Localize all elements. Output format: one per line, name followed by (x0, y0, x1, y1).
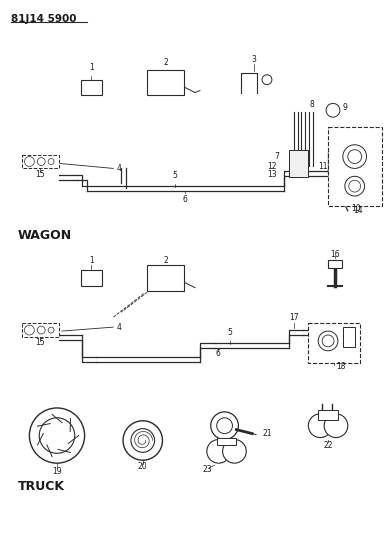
Text: 4: 4 (117, 322, 122, 332)
Circle shape (345, 176, 365, 196)
Text: 3: 3 (252, 55, 257, 64)
Text: 21: 21 (262, 429, 271, 438)
Bar (147, 265, 184, 290)
Text: 1: 1 (89, 256, 94, 264)
Text: 23: 23 (202, 465, 212, 474)
Circle shape (37, 326, 45, 334)
Text: WAGON: WAGON (18, 229, 72, 241)
Bar (147, 70, 184, 95)
Text: 11: 11 (318, 162, 328, 171)
Text: 5: 5 (173, 171, 178, 180)
Bar (328, 127, 382, 206)
Bar (343, 327, 355, 347)
Circle shape (48, 158, 54, 165)
Circle shape (308, 414, 332, 438)
Circle shape (131, 429, 154, 453)
Circle shape (318, 331, 338, 351)
Circle shape (48, 327, 54, 333)
Text: 13: 13 (267, 170, 277, 179)
Text: 9: 9 (343, 103, 348, 112)
Bar (21, 155, 59, 168)
Bar (217, 438, 236, 446)
Circle shape (322, 335, 334, 347)
Circle shape (37, 158, 45, 165)
Circle shape (217, 418, 232, 433)
Text: 5: 5 (227, 328, 232, 337)
Text: 20: 20 (138, 462, 147, 471)
Circle shape (211, 412, 238, 440)
Text: 8: 8 (310, 100, 315, 109)
Circle shape (343, 145, 367, 168)
Bar (318, 410, 338, 420)
Text: 6: 6 (183, 195, 188, 204)
Text: 6: 6 (215, 349, 220, 358)
Text: 15: 15 (35, 338, 45, 348)
Text: 15: 15 (35, 170, 45, 179)
Text: 18: 18 (336, 362, 346, 371)
Text: 10: 10 (351, 204, 360, 213)
Circle shape (39, 418, 75, 453)
Text: 2: 2 (163, 59, 168, 68)
Circle shape (348, 150, 362, 164)
Circle shape (207, 440, 230, 463)
Bar (308, 323, 360, 362)
Text: 2: 2 (163, 256, 168, 264)
Text: 17: 17 (289, 313, 298, 322)
Circle shape (324, 414, 348, 438)
Text: 1: 1 (89, 63, 94, 72)
Text: 12: 12 (267, 162, 277, 171)
Text: 19: 19 (52, 466, 62, 475)
Circle shape (123, 421, 163, 460)
Circle shape (223, 440, 246, 463)
Circle shape (25, 157, 34, 166)
Bar (81, 80, 102, 95)
Circle shape (29, 408, 85, 463)
Circle shape (349, 180, 361, 192)
Text: 4: 4 (117, 164, 122, 173)
Circle shape (326, 103, 340, 117)
Text: 22: 22 (323, 441, 333, 450)
Bar (289, 150, 308, 177)
Text: 81J14 5900: 81J14 5900 (11, 14, 76, 23)
Text: 7: 7 (274, 152, 279, 161)
Text: 16: 16 (330, 249, 340, 259)
Bar (81, 270, 102, 286)
Circle shape (25, 325, 34, 335)
Text: 14: 14 (353, 206, 362, 215)
Text: TRUCK: TRUCK (18, 480, 65, 493)
Bar (328, 260, 342, 268)
Bar (21, 323, 59, 337)
Circle shape (262, 75, 272, 85)
